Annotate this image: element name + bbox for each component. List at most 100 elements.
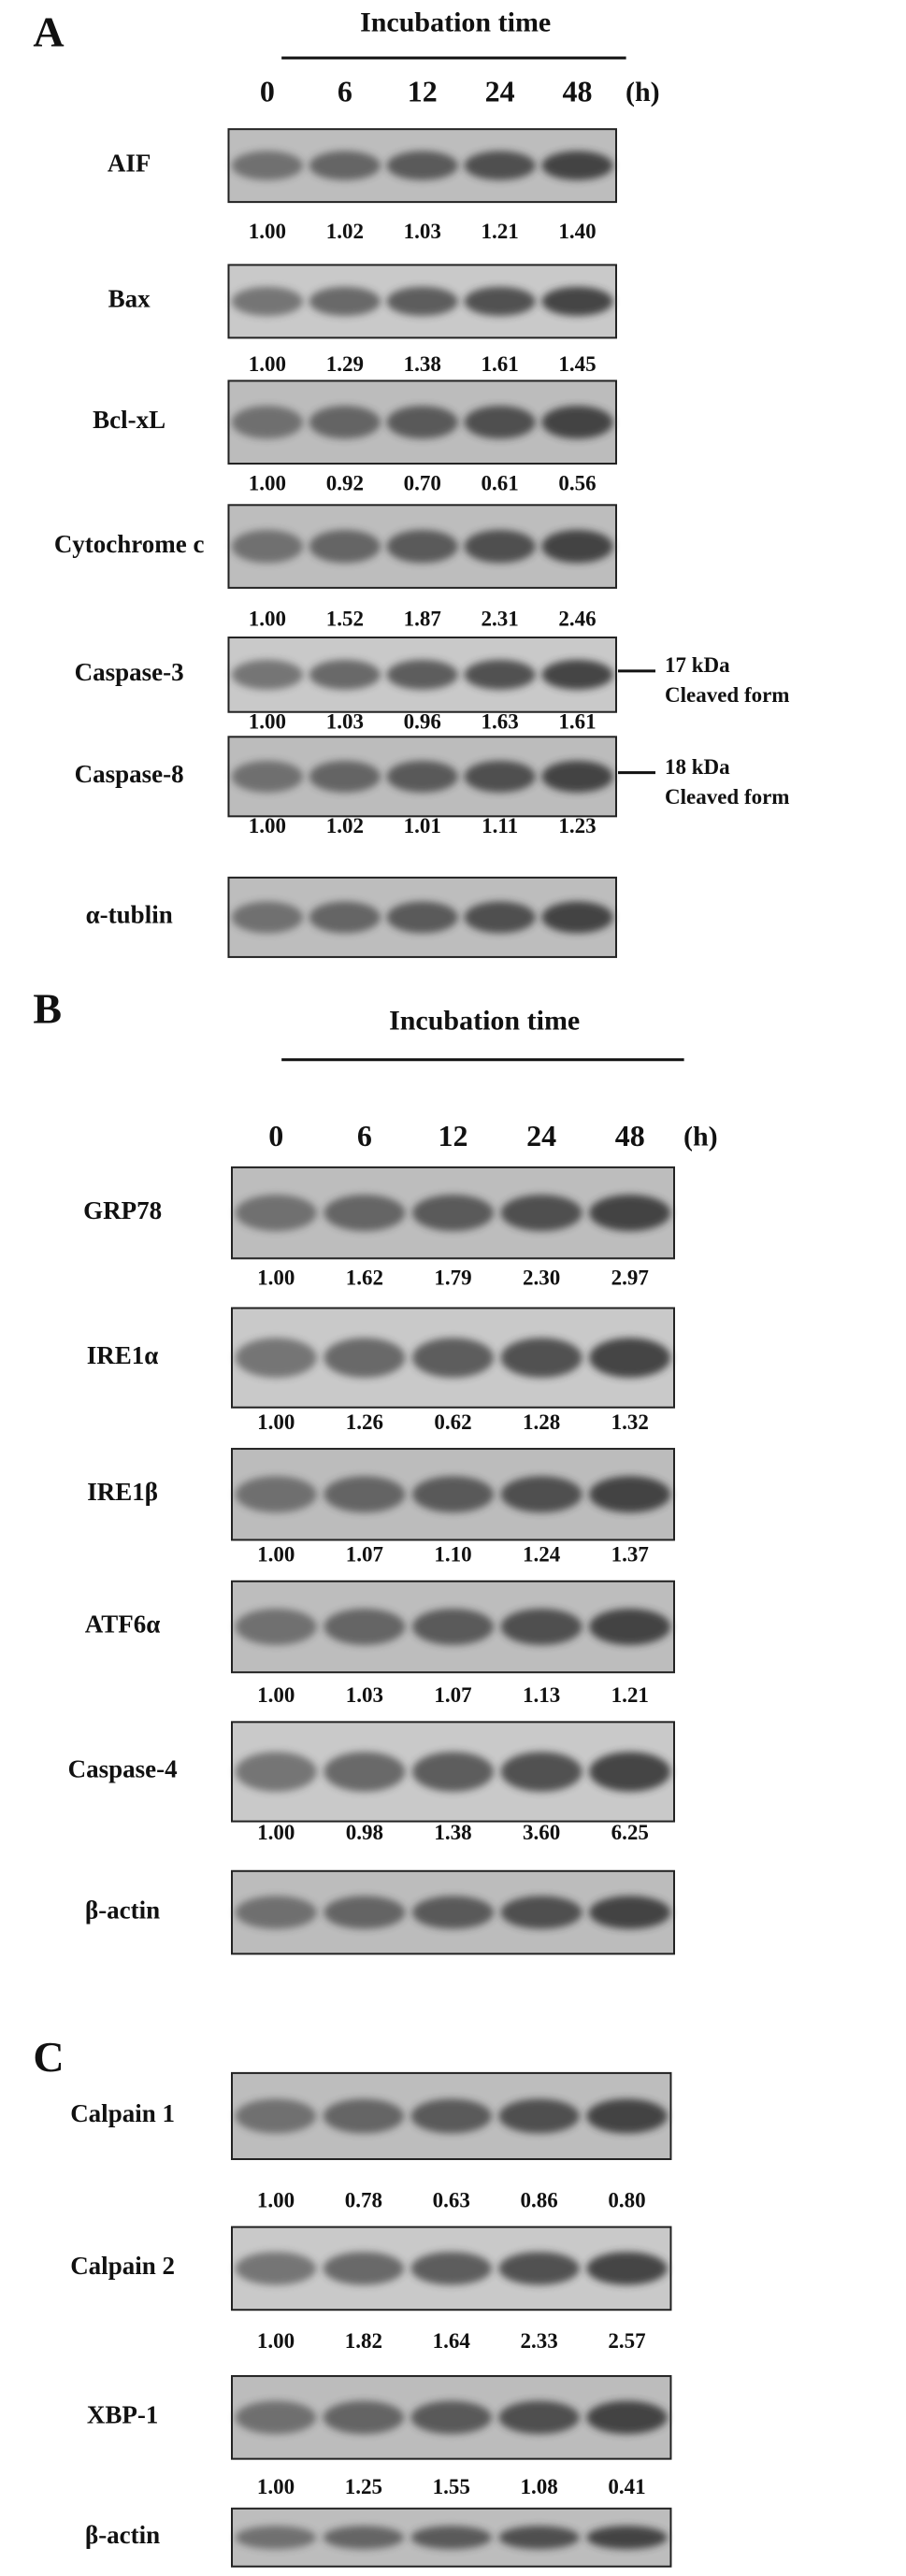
band-value: 1.03	[326, 709, 364, 733]
blot-band	[324, 1476, 406, 1513]
band-value: 1.52	[326, 608, 364, 631]
band-value: 1.02	[326, 220, 364, 243]
band-value: 1.37	[611, 1542, 649, 1566]
blot-band	[324, 1338, 406, 1378]
blot-band	[498, 2526, 580, 2550]
band-value: 0.62	[434, 1410, 471, 1434]
band-value: 1.23	[558, 814, 596, 837]
blot-label: Caspase-4	[68, 1755, 178, 1783]
band-value: 1.87	[404, 608, 441, 631]
blot-label: β-actin	[85, 1896, 160, 1924]
blot-band	[464, 406, 536, 439]
band-value: 0.61	[482, 471, 519, 494]
band-value: 0.70	[404, 471, 441, 494]
blot-band	[541, 760, 613, 793]
band-value: 1.11	[482, 814, 518, 837]
band-value: 1.00	[249, 608, 286, 631]
band-value: 1.82	[345, 2329, 382, 2353]
band-value: 0.80	[608, 2188, 645, 2211]
band-value: 1.08	[520, 2475, 557, 2498]
blot-band	[589, 1338, 671, 1378]
blot-label: Calpain 2	[70, 2252, 175, 2280]
blot-band	[589, 1195, 671, 1232]
blot-label: IRE1α	[87, 1341, 159, 1369]
blot-band	[235, 2400, 317, 2435]
blot-band	[464, 659, 536, 690]
band-value: 1.01	[404, 814, 441, 837]
blot-band	[235, 1896, 317, 1929]
band-value: 1.07	[346, 1542, 383, 1566]
blot-band	[498, 2098, 580, 2134]
band-value: 0.63	[433, 2188, 470, 2211]
lane-label: 24	[485, 74, 515, 107]
blot-band	[386, 406, 458, 439]
band-value: 1.10	[434, 1542, 471, 1566]
blot-band	[410, 2098, 492, 2134]
lane-label: 48	[563, 74, 593, 107]
blot-band	[235, 2526, 317, 2550]
blot-band	[386, 529, 458, 564]
blot-band	[324, 1195, 406, 1232]
blot-band	[231, 760, 304, 793]
blot-band	[541, 150, 613, 180]
blot-band	[464, 760, 536, 793]
lane-label: 12	[439, 1119, 468, 1152]
band-value: 2.30	[523, 1267, 560, 1290]
annotation-text: 18 kDa	[665, 755, 730, 779]
blot-band	[386, 150, 458, 180]
band-value: 1.00	[257, 2475, 295, 2498]
blot-band	[586, 2252, 668, 2285]
panel-letter: A	[33, 8, 64, 56]
lane-label: 6	[357, 1119, 372, 1152]
blot-label: α-tublin	[86, 901, 173, 929]
band-value: 1.07	[434, 1683, 471, 1707]
blot-band	[231, 901, 304, 934]
blot-band	[309, 760, 381, 793]
blot-label: Calpain 1	[70, 2099, 175, 2127]
blot-label: IRE1β	[87, 1478, 158, 1506]
band-value: 1.00	[249, 709, 286, 733]
band-value: 1.21	[611, 1683, 649, 1707]
blot-band	[235, 1195, 317, 1232]
lane-label: 0	[268, 1119, 283, 1152]
band-value: 1.64	[433, 2329, 471, 2353]
blot-band	[386, 901, 458, 934]
blot-band	[235, 1752, 317, 1792]
blot-band	[541, 901, 613, 934]
blot-band	[231, 150, 304, 180]
blot-band	[589, 1752, 671, 1792]
blot-band	[464, 529, 536, 564]
blot-band	[323, 2252, 405, 2285]
band-value: 1.38	[434, 1821, 471, 1844]
blot-band	[235, 1338, 317, 1378]
blot-label: GRP78	[83, 1196, 162, 1224]
panel-title: Incubation time	[389, 1006, 580, 1037]
blot-band	[464, 901, 536, 934]
blot-band	[323, 2526, 405, 2550]
blot-label: Caspase-8	[75, 760, 184, 788]
band-value: 0.56	[558, 471, 596, 494]
blot-band	[309, 406, 381, 439]
band-value: 1.00	[257, 1683, 295, 1707]
lane-label: 6	[338, 74, 352, 107]
band-value: 2.57	[608, 2329, 645, 2353]
band-value: 0.98	[346, 1821, 383, 1844]
blot-band	[500, 1896, 582, 1929]
band-value: 2.97	[611, 1267, 649, 1290]
panel-title: Incubation time	[360, 7, 551, 37]
blot-band	[498, 2252, 580, 2285]
blot-band	[386, 760, 458, 793]
blot-band	[309, 150, 381, 180]
blot-band	[541, 286, 613, 316]
lane-label: 48	[615, 1119, 645, 1152]
blot-band	[411, 1195, 495, 1232]
band-value: 2.33	[520, 2329, 557, 2353]
blot-band	[324, 1608, 406, 1645]
band-value: 1.21	[482, 220, 519, 243]
blot-label: XBP-1	[87, 2401, 159, 2429]
blot-band	[235, 1608, 317, 1645]
blot-band	[231, 659, 304, 690]
blot-band	[323, 2098, 405, 2134]
band-value: 1.00	[249, 352, 286, 376]
